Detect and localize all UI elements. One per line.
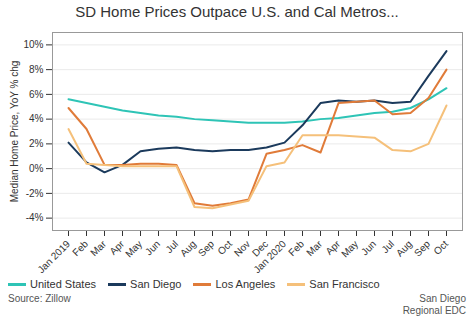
svg-text:Jun: Jun [359, 238, 378, 257]
svg-text:Median Home Price, YoY % chg: Median Home Price, YoY % chg [9, 61, 20, 203]
svg-text:2%: 2% [29, 138, 44, 149]
html-text:Los Angeles: Los Angeles [215, 278, 276, 290]
svg-text:Jun: Jun [143, 238, 162, 257]
svg-text:Aug: Aug [178, 238, 198, 258]
svg-text:May: May [123, 238, 144, 259]
svg-text:10%: 10% [23, 39, 43, 50]
svg-text:8%: 8% [29, 64, 44, 75]
svg-text:Mar: Mar [88, 238, 108, 258]
svg-text:Nov: Nov [232, 238, 252, 258]
svg-text:Apr: Apr [107, 238, 126, 257]
svg-text:Oct: Oct [215, 238, 234, 257]
svg-text:6%: 6% [29, 89, 44, 100]
svg-text:Sep: Sep [412, 238, 433, 259]
html-text:Source: Zillow: Source: Zillow [8, 293, 71, 304]
svg-text:Feb: Feb [286, 238, 306, 258]
html-text:San Diego: San Diego [130, 278, 182, 290]
svg-text:Feb: Feb [70, 238, 90, 258]
svg-text:Sep: Sep [196, 238, 217, 259]
svg-text:Aug: Aug [394, 238, 414, 258]
svg-text:Jul: Jul [379, 238, 396, 255]
html-text:United States: United States [30, 278, 96, 290]
svg-text:-2%: -2% [26, 188, 44, 199]
svg-text:0%: 0% [29, 163, 44, 174]
svg-text:Jan 2020: Jan 2020 [251, 238, 288, 275]
svg-text:Jan 2019: Jan 2019 [35, 238, 72, 275]
svg-text:Jul: Jul [163, 238, 180, 255]
html-text:SD Home Prices Outpace U.S. an: SD Home Prices Outpace U.S. and Cal Metr… [75, 3, 399, 20]
svg-text:May: May [339, 238, 360, 259]
html-text:San Francisco: San Francisco [309, 278, 380, 290]
svg-text:4%: 4% [29, 113, 44, 124]
svg-text:-4%: -4% [26, 212, 44, 223]
svg-text:Oct: Oct [431, 238, 450, 257]
svg-text:Dec: Dec [249, 238, 271, 259]
svg-text:Mar: Mar [304, 238, 324, 258]
html-text:San Diego Regional EDC: San Diego Regional EDC [402, 293, 466, 316]
svg-text:Apr: Apr [323, 238, 342, 257]
